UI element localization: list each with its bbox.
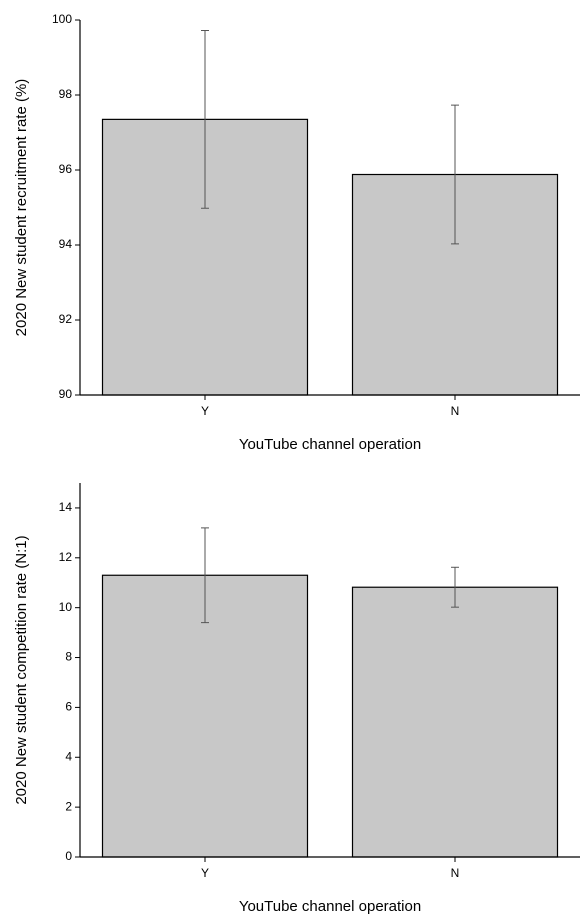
y-tick-label: 0 — [65, 849, 72, 863]
x-tick-label: Y — [201, 404, 209, 418]
y-tick-label: 2 — [65, 799, 72, 813]
y-tick-label: 12 — [59, 550, 73, 564]
y-tick-label: 14 — [59, 500, 73, 514]
x-axis-title: YouTube channel operation — [239, 436, 421, 453]
y-tick-label: 8 — [65, 650, 72, 664]
y-axis-title: 2020 New student recruitment rate (%) — [13, 79, 30, 337]
y-tick-label: 6 — [65, 700, 72, 714]
y-tick-label: 92 — [59, 312, 73, 326]
y-tick-label: 98 — [59, 87, 73, 101]
y-axis-title: 2020 New student competition rate (N:1) — [13, 535, 30, 804]
y-tick-label: 94 — [59, 237, 73, 251]
bar — [351, 586, 559, 858]
y-tick-label: 4 — [65, 749, 72, 763]
x-axis-title: YouTube channel operation — [239, 898, 421, 915]
x-tick-label: N — [451, 866, 460, 880]
y-tick-label: 96 — [59, 162, 73, 176]
x-tick-label: N — [451, 404, 460, 418]
x-tick-label: Y — [201, 866, 209, 880]
y-tick-label: 100 — [52, 12, 72, 26]
y-tick-label: 10 — [59, 600, 73, 614]
y-tick-label: 90 — [59, 387, 73, 401]
